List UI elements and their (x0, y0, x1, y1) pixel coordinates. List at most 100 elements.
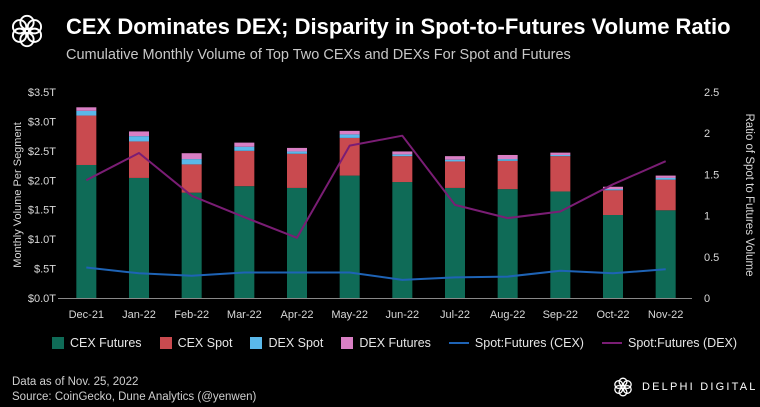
dex-spot-bar (655, 177, 676, 180)
y-tick-label: $0.0T (28, 293, 56, 305)
delphi-logo-icon (614, 377, 632, 397)
dex-futures-bar (129, 131, 149, 137)
x-tick-label: Feb-22 (174, 309, 209, 321)
dex-futures-bar (445, 156, 465, 160)
legend-swatch (52, 337, 64, 349)
y-tick-label: $2.0T (28, 175, 56, 187)
cex-spot-bar (392, 156, 413, 183)
cex-spot-bar (603, 190, 623, 216)
cex-spot-bar (287, 153, 307, 188)
cex-spot-bar (76, 115, 97, 165)
cex-spot-bar (655, 179, 676, 211)
legend-label: DEX Futures (359, 336, 431, 350)
x-tick-label: Dec-21 (69, 309, 104, 321)
dex-spot-bar (603, 189, 623, 191)
cex-futures-bar (445, 187, 465, 298)
dex-futures-bar (287, 147, 307, 152)
data-date-note: Data as of Nov. 25, 2022 (12, 376, 139, 388)
dex-spot-bar (129, 136, 149, 142)
x-tick-label: Oct-22 (596, 309, 629, 321)
cex-futures-bar (655, 210, 676, 298)
cex-spot-bar (129, 141, 149, 178)
dex-spot-bar (181, 159, 202, 165)
dex-futures-bar (497, 154, 518, 160)
source-note: Source: CoinGecko, Dune Analytics (@yenw… (12, 391, 257, 403)
x-tick-label: Mar-22 (227, 309, 262, 321)
y-right-axis-label: Ratio of Spot to Futures Volume (743, 113, 755, 276)
chart-subtitle: Cumulative Monthly Volume of Top Two CEX… (66, 47, 571, 63)
x-tick-label: Jan-22 (122, 309, 156, 321)
dex-futures-bar (234, 142, 255, 147)
chart-title: CEX Dominates DEX; Disparity in Spot-to-… (66, 14, 731, 39)
dex-spot-bar (76, 110, 97, 116)
dex-spot-bar (392, 154, 413, 157)
y-right-tick-label: 2 (704, 128, 710, 140)
dex-futures-bar (550, 152, 571, 155)
y-tick-label: $2.5T (28, 146, 56, 158)
x-tick-label: Aug-22 (490, 309, 525, 321)
cex-futures-bar (603, 215, 623, 298)
y-axis-label: Monthly Volume Per Segment (12, 122, 24, 268)
brand: DELPHI DIGITAL (612, 376, 758, 398)
y-right-tick-label: 1 (704, 211, 710, 223)
dex-futures-bar (392, 151, 413, 155)
legend-swatch (341, 337, 354, 349)
dex-futures-bar (76, 107, 97, 111)
legend-label: CEX Futures (70, 336, 142, 350)
legend-item: DEX Futures (341, 336, 431, 350)
x-tick-label: Jun-22 (386, 309, 420, 321)
x-tick-label: Apr-22 (280, 309, 313, 321)
y-tick-label: $3.0T (28, 116, 56, 128)
cex-spot-bar (339, 137, 360, 176)
dex-futures-bar (655, 175, 676, 178)
dex-spot-bar (339, 134, 360, 138)
dex-spot-bar (287, 151, 307, 154)
dex-spot-bar (550, 154, 571, 157)
y-tick-label: $.5T (34, 264, 56, 276)
legend-swatch (250, 337, 263, 349)
cex-futures-bar (339, 175, 360, 298)
cex-ratio-line (86, 266, 666, 281)
legend-label: DEX Spot (268, 336, 324, 350)
x-tick-label: May-22 (331, 309, 368, 321)
dex-futures-bar (339, 130, 360, 135)
legend-label: CEX Spot (177, 336, 233, 350)
legend-label: Spot:Futures (CEX) (474, 336, 584, 350)
legend-item: Spot:Futures (CEX) (448, 336, 584, 350)
dex-ratio-line (85, 134, 667, 239)
x-tick-label: Nov-22 (648, 309, 683, 321)
cex-futures-bar (497, 189, 518, 298)
cex-futures-bar (76, 164, 97, 298)
chart-legend: CEX Futures CEX Spot DEX Spot DEX Futures Sp… (52, 336, 737, 350)
legend-label: Spot:Futures (DEX) (627, 336, 738, 350)
x-tick-label: Sep-22 (543, 309, 578, 321)
x-tick-label: Jul-22 (440, 309, 470, 321)
cex-spot-bar (497, 160, 518, 190)
cex-futures-bar (287, 187, 307, 298)
y-tick-label: $1.5T (28, 205, 56, 217)
y-tick-label: $1.0T (28, 234, 56, 246)
legend-swatch (159, 337, 172, 349)
delphi-logo-icon (11, 14, 43, 48)
legend-item: Spot:Futures (DEX) (601, 336, 738, 350)
cex-futures-bar (234, 186, 255, 298)
cex-spot-bar (181, 164, 202, 193)
cex-futures-bar (181, 192, 202, 298)
cex-spot-bar (445, 161, 465, 188)
dex-spot-bar (234, 146, 255, 151)
cex-futures-bar (392, 182, 413, 298)
dex-spot-bar (497, 159, 518, 161)
dex-futures-bar (181, 153, 202, 160)
y-right-tick-label: 2.5 (704, 87, 719, 99)
y-right-tick-label: 1.5 (704, 169, 719, 181)
dex-spot-bar (445, 159, 465, 162)
cex-futures-bar (129, 177, 149, 298)
cex-spot-bar (550, 156, 571, 192)
y-right-tick-label: 0.5 (704, 252, 719, 264)
chart-canvas: $0.0T $.5T $1.0T $1.5T $2.0T $2.5T $3.0T $3.5T 0… (12, 87, 755, 321)
y-tick-label: $3.5T (28, 87, 56, 99)
legend-item: CEX Futures (52, 336, 142, 350)
dex-futures-bar (603, 186, 623, 190)
legend-swatch (601, 342, 622, 344)
brand-name: DELPHI DIGITAL (642, 381, 758, 393)
